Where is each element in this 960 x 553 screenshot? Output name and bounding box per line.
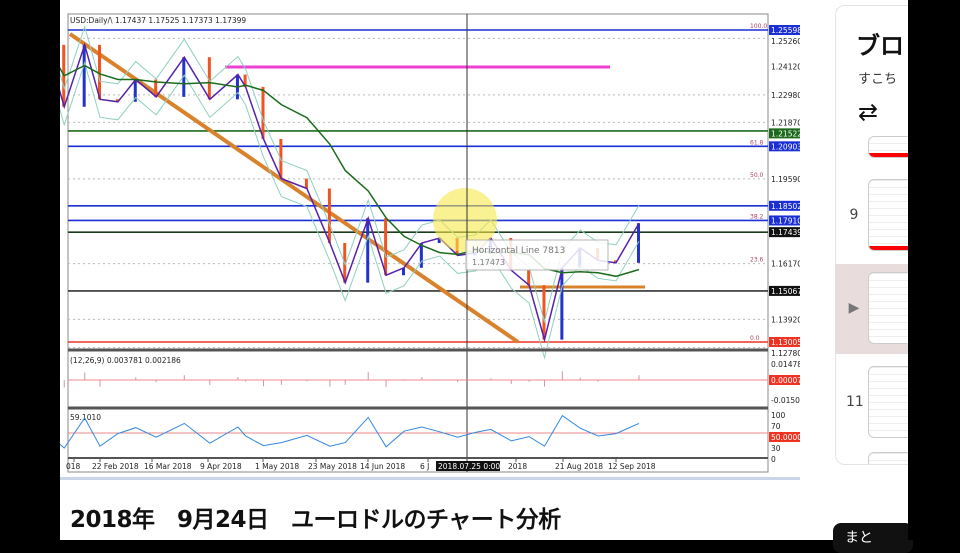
fib-label: 100.0 [750,23,767,30]
price-tag-label: 1.21522 [771,129,800,138]
letterbox [908,0,960,540]
date-label: 2018 [508,462,527,471]
date-label: 22 Feb 2018 [92,462,139,471]
rsi-axis-label: 30 [771,444,781,453]
rsi-axis-label: 70 [771,422,781,431]
candle [366,218,370,283]
candle [154,79,158,97]
candle [182,57,186,97]
candle [207,57,211,100]
price-chart: 100.0 61.8 50.0 38.2 23.6 0.0 Horizontal Line… [60,13,800,473]
chart-header: USD:Daily/\ 1.17437 1.17525 1.17373 1.17… [70,16,246,25]
price-tag [769,128,800,139]
price-tag-label: 1.17439 [771,228,800,237]
macd-axis-label: 0.014786 [771,360,800,369]
macd-header: (12,26,9) 0.003781 0.002186 [70,356,181,365]
rsi-tag [769,432,800,442]
fib-label: 50.0 [750,172,764,179]
playlist-index: 11 [846,394,864,410]
rsi-axis-label: 100 [771,411,786,420]
macd-axis-label: -0.015081 [771,396,800,405]
bollinger-upper [60,25,640,324]
candle [304,178,308,189]
price-tag [769,227,800,238]
fib-label: 61.8 [750,139,764,146]
tooltip-value: 1.17473 [472,258,505,267]
candle [527,270,531,286]
price-axis-label: 1.22980 [771,91,800,100]
price-tag [769,215,800,226]
tooltip-box [465,239,609,271]
more-button[interactable]: まと [833,523,913,553]
playlist-index: 9 [849,207,859,223]
price-axis-label: 1.13920 [771,315,800,324]
price-tag [769,337,800,347]
date-label: 1 May 2018 [255,462,299,471]
candle [98,44,101,100]
rsi-line [60,414,640,449]
candle [401,267,405,276]
price-tag-label: 1.17910 [771,216,800,225]
candle [419,243,423,268]
video-title: 2018年 9月24日 ユーロドルのチャート分析 [70,507,561,533]
price-axis-label: 1.12780 [771,349,800,358]
playlist-channel[interactable]: すこち [858,72,898,87]
rsi-tag-label: 50.0000 [771,433,800,442]
crosshair-date: 2018.07.25 0:00 [438,462,500,471]
price-axis-label: 1.21870 [771,118,800,127]
price-tag [769,141,800,152]
price-tag-label: 1.15067 [771,287,800,296]
tooltip-name: Horizontal Line 7813 [472,246,565,256]
cursor-highlight [433,188,497,252]
fib-label: 23.6 [750,257,764,264]
date-label: 12 Sep 2018 [608,462,656,471]
price-axis-label: 1.16170 [771,260,800,269]
rsi-header: 59.1010 [70,413,101,422]
price-axis-label: 1.24120 [771,63,800,72]
candle [384,218,388,276]
candle [82,44,86,107]
date-label: 018 [66,462,81,471]
candle [614,260,617,263]
candle [560,267,564,340]
repeat-icon[interactable]: ⇄ [858,98,879,126]
date-label: 9 Apr 2018 [200,462,242,471]
price-axis-label: 1.19590 [771,175,800,184]
price-tag [769,25,800,35]
trendline [68,32,520,344]
candle [437,238,441,244]
date-label: 21 Aug 2018 [555,462,603,471]
price-tag-label: 1.25598 [771,26,800,35]
video-player[interactable]: 100.0 61.8 50.0 38.2 23.6 0.0 Horizontal Line… [60,0,800,480]
price-tag-label: 1.20903 [771,142,800,151]
macd-tag-label: 0.000075 [771,376,800,385]
date-label: 6 J [420,462,429,471]
price-axis-label: 1.25260 [771,37,800,46]
macd-tag [769,375,800,385]
fib-label: 0.0 [750,335,760,342]
candle [327,188,331,244]
candle [243,74,247,87]
price-tag-label: 1.18502 [771,202,800,211]
play-indicator-icon: ▶ [848,300,860,316]
candle [133,79,137,102]
price-tag-label: 1.13005 [771,338,800,347]
date-label: 14 Jun 2018 [360,462,405,471]
candle [115,99,119,102]
price-line [60,42,640,343]
rsi-axis-label: 0 [771,455,776,464]
candle [261,86,265,139]
playlist-title[interactable]: ブロ [856,32,904,60]
candle [542,285,546,340]
fib-label: 38.2 [750,213,764,220]
date-label: 23 May 2018 [308,462,357,471]
date-label: 16 Mar 2018 [144,462,192,471]
price-tag [769,200,800,211]
price-tag [769,285,800,296]
